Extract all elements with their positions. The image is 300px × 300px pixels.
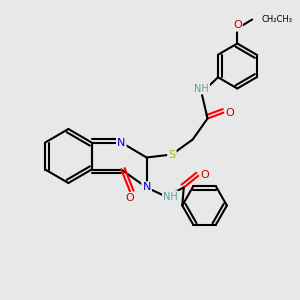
Text: NH: NH	[194, 83, 209, 94]
Text: O: O	[233, 20, 242, 31]
Text: N: N	[142, 182, 151, 193]
Text: O: O	[226, 107, 234, 118]
Text: N: N	[117, 137, 125, 148]
Text: CH₂CH₃: CH₂CH₃	[261, 15, 292, 24]
Text: O: O	[200, 170, 209, 181]
Text: O: O	[126, 193, 135, 203]
Text: NH: NH	[163, 191, 178, 202]
Text: S: S	[168, 149, 175, 160]
